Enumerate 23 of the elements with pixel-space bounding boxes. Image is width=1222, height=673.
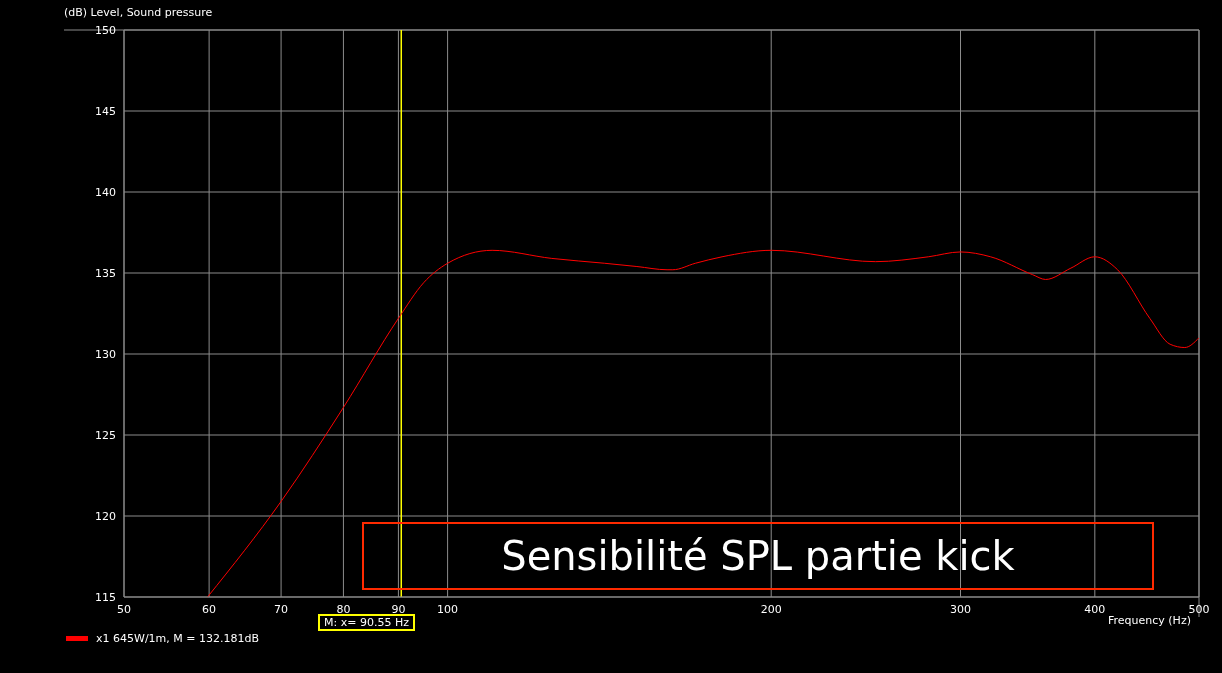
y-tick-label: 125 (95, 428, 116, 442)
y-tick-label: 120 (95, 509, 116, 523)
legend-label: x1 645W/1m, M = 132.181dB (96, 632, 260, 645)
y-tick-label: 135 (95, 266, 116, 280)
x-tick-label: 60 (202, 602, 217, 616)
x-tick-label: 90 (391, 602, 406, 616)
x-tick-label: 500 (1188, 602, 1210, 616)
y-axis-title: (dB) Level, Sound pressure (64, 6, 213, 19)
y-tick-label: 145 (95, 104, 116, 118)
x-tick-label: 80 (336, 602, 351, 616)
x-tick-label: 400 (1084, 602, 1106, 616)
x-axis-title: Frequency (Hz) (1108, 614, 1191, 627)
ref-line-label: M: x= 90.55 Hz (318, 614, 415, 631)
text: Sensibilité SPL partie kick (362, 522, 1154, 590)
x-tick-label: 100 (437, 602, 459, 616)
x-tick-label: 300 (950, 602, 972, 616)
x-tick-label: 50 (117, 602, 131, 616)
y-tick-label: 115 (95, 590, 116, 604)
y-tick-label: 140 (95, 185, 116, 199)
x-tick-label: 200 (760, 602, 782, 616)
y-tick-label: 150 (95, 23, 116, 37)
y-tick-label: 130 (95, 347, 116, 361)
x-tick-label: 70 (274, 602, 289, 616)
